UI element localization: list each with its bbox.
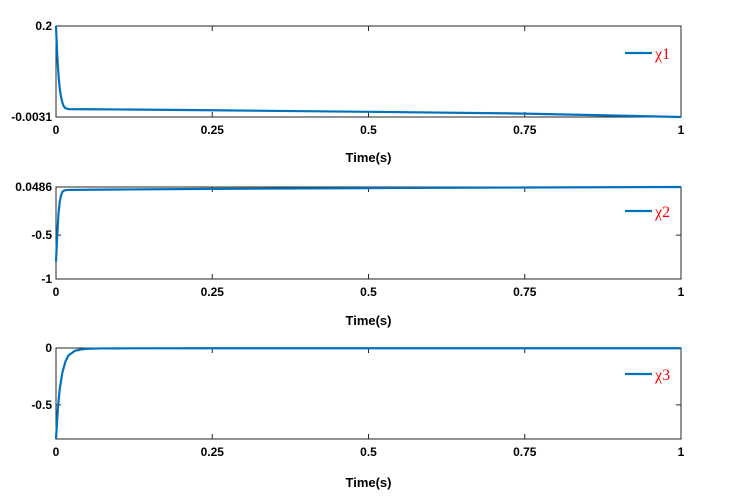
x-tick-label: 0 xyxy=(53,445,60,459)
x-tick-label: 1 xyxy=(678,445,685,459)
plot-box xyxy=(55,25,682,118)
subplot-2: 0 0.25 0.5 0.75 1 -1 -0.5 0.0486 χ2 Time(s) xyxy=(15,180,684,328)
series-line xyxy=(54,185,682,262)
x-tick-label: 0.5 xyxy=(360,445,377,459)
legend-entry: χ2 xyxy=(654,204,670,221)
y-tick-label: 0.0486 xyxy=(15,180,52,194)
x-tick-label: 0 xyxy=(53,123,60,137)
legend-entry: χ3 xyxy=(654,367,670,384)
y-tick-label: 0.2 xyxy=(35,19,52,33)
x-tick-label: 0 xyxy=(53,285,60,299)
x-axis-label: Time(s) xyxy=(346,475,392,490)
x-axis-label: Time(s) xyxy=(346,150,392,165)
legend-entry: χ1 xyxy=(654,46,670,63)
plot-box xyxy=(55,347,682,440)
y-tick-label: 0 xyxy=(45,341,52,355)
series-line xyxy=(54,25,682,119)
x-tick-label: 0.75 xyxy=(513,123,537,137)
x-tick-label: 0.25 xyxy=(201,445,225,459)
x-tick-label: 1 xyxy=(678,123,685,137)
subplot-1: 0 0.25 0.5 0.75 1 -0.0031 0.2 χ1 Time(s) xyxy=(11,19,684,165)
x-tick-label: 0.75 xyxy=(513,285,537,299)
x-tick-label: 0.75 xyxy=(513,445,537,459)
plot-box xyxy=(55,186,682,280)
y-tick-label: -0.5 xyxy=(31,228,52,242)
subplot-3: 0 0.25 0.5 0.75 1 -0.5 0 χ3 Time(s) xyxy=(31,341,684,490)
y-tick-label: -0.0031 xyxy=(11,110,52,124)
x-tick-label: 0.25 xyxy=(201,285,225,299)
x-tick-label: 0.5 xyxy=(360,285,377,299)
y-tick-label: -1 xyxy=(41,272,52,286)
y-tick-label: -0.5 xyxy=(31,398,52,412)
x-tick-label: 1 xyxy=(678,285,685,299)
x-tick-label: 0.5 xyxy=(360,123,377,137)
x-axis-label: Time(s) xyxy=(346,313,392,328)
x-tick-label: 0.25 xyxy=(201,123,225,137)
series-line xyxy=(54,347,681,440)
